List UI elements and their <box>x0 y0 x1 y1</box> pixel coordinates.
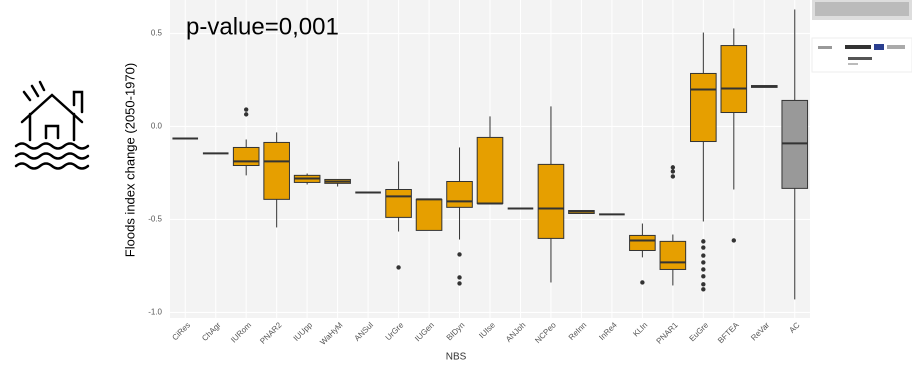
box <box>629 234 656 251</box>
x-tick-label: ANSul <box>353 320 376 343</box>
x-axis-label: NBS <box>446 352 467 363</box>
box <box>690 72 717 143</box>
x-tick-label: ChAgr <box>200 320 223 343</box>
x-tick-label: KLIn <box>631 321 649 339</box>
x-tick-label: InRe4 <box>597 320 619 342</box>
x-tick-label: ReVar <box>749 320 771 342</box>
x-tick-label: UrGre <box>384 320 406 342</box>
outlier <box>396 265 401 270</box>
outlier <box>701 239 706 244</box>
chart-title: p-value=0,001 <box>186 13 339 40</box>
outlier <box>243 107 249 112</box>
outlier <box>701 245 706 250</box>
box <box>385 188 412 218</box>
x-tick-label: CiRes <box>170 321 192 343</box>
x-tick-label: ReInn <box>567 321 588 342</box>
outlier <box>457 275 462 280</box>
x-tick-label: PNAR1 <box>655 320 681 346</box>
x-tick-label: NCPeo <box>533 320 558 345</box>
x-tick-label: BFTEA <box>716 320 741 345</box>
y-tick-label: 0.5 <box>151 29 163 38</box>
flood-icon <box>14 80 90 170</box>
box <box>415 198 443 231</box>
y-tick-label: 0.0 <box>151 122 163 131</box>
thumbnail <box>811 0 912 73</box>
x-tick-label: IUIse <box>477 320 497 340</box>
y-tick-label: -0.5 <box>148 215 162 224</box>
outlier <box>701 267 706 272</box>
outlier <box>701 260 706 265</box>
plot-area <box>170 0 810 318</box>
box <box>476 136 504 204</box>
x-tick-label: EuGre <box>688 320 711 343</box>
y-axis-label: Floods index change (2050-1970) <box>122 63 137 257</box>
box <box>446 181 473 208</box>
outlier <box>731 238 737 243</box>
outlier <box>457 281 462 286</box>
outlier <box>701 282 706 287</box>
outlier <box>701 274 706 279</box>
outlier <box>701 287 706 292</box>
box <box>232 146 260 167</box>
box <box>781 99 809 189</box>
box <box>720 45 748 114</box>
outlier <box>640 280 645 285</box>
y-tick-label: -1.0 <box>148 308 162 317</box>
x-tick-label: IURom <box>229 320 253 344</box>
box <box>263 141 290 200</box>
x-tick-label: WaHyM <box>318 320 345 347</box>
box <box>659 240 687 270</box>
outlier <box>243 112 249 117</box>
x-tick-label: BIDyn <box>445 321 467 343</box>
outlier <box>670 169 676 174</box>
x-tick-label: PNAR2 <box>258 320 284 346</box>
outlier <box>701 253 706 258</box>
outlier <box>670 165 676 170</box>
x-tick-label: IUGen <box>413 321 436 344</box>
x-tick-label: AC <box>787 320 801 334</box>
box <box>537 163 565 239</box>
x-tick-label: IUUpp <box>292 320 315 343</box>
x-tick-label: ANJoh <box>504 321 527 344</box>
outlier <box>670 174 676 179</box>
outlier <box>457 252 462 257</box>
